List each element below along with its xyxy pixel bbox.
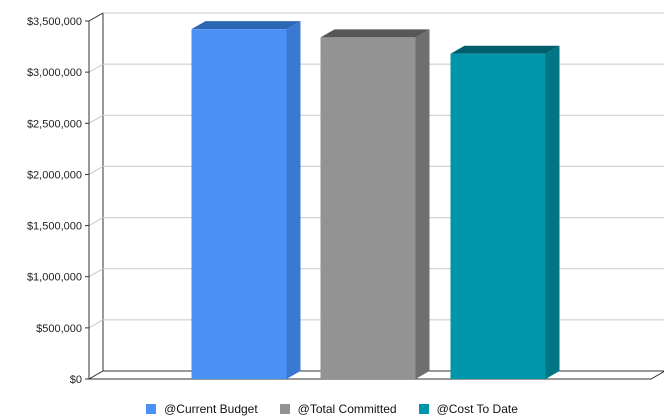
bar-cost-to-date bbox=[450, 53, 546, 379]
legend: @Current Budget @Total Committed @Cost T… bbox=[0, 399, 664, 419]
y-tick-label-0: $0 bbox=[70, 374, 82, 386]
gridline-side-2 bbox=[88, 268, 104, 278]
gridline-side-1 bbox=[88, 319, 104, 329]
bar-side-current-budget bbox=[286, 21, 301, 379]
legend-swatch-cost-to-date bbox=[418, 404, 429, 414]
y-tick-label-5: $2,500,000 bbox=[27, 118, 82, 130]
legend-item-current-budget: @Current Budget bbox=[146, 402, 258, 416]
gridline-side-3 bbox=[88, 217, 104, 227]
chart-plot: $0 $500,000 $1,000,000 $1,500,000 $2,000,000… bbox=[27, 12, 664, 386]
legend-item-total-committed: @Total Committed bbox=[279, 402, 397, 416]
y-tick-label-4: $2,000,000 bbox=[27, 169, 82, 181]
legend-swatch-current-budget bbox=[146, 404, 157, 414]
gridline-side-6 bbox=[88, 63, 104, 73]
bar-top-cost-to-date bbox=[450, 45, 560, 54]
bar-total-committed bbox=[320, 37, 416, 379]
y-tick-label-3: $1,500,000 bbox=[27, 221, 82, 233]
bar-side-total-committed bbox=[415, 29, 430, 379]
y-tick-label-2: $1,000,000 bbox=[27, 272, 82, 284]
bar-current-budget bbox=[191, 29, 287, 379]
legend-item-cost-to-date: @Cost To Date bbox=[418, 402, 518, 416]
legend-label-current-budget: @Current Budget bbox=[164, 402, 258, 416]
legend-swatch-total-committed bbox=[279, 404, 290, 414]
y-tick-label-1: $500,000 bbox=[36, 323, 82, 335]
bar-top-total-committed bbox=[320, 29, 430, 38]
y-tick-label-6: $3,000,000 bbox=[27, 67, 82, 79]
legend-label-cost-to-date: @Cost To Date bbox=[436, 402, 518, 416]
y-tick-label-7: $3,500,000 bbox=[27, 16, 82, 28]
bar-top-current-budget bbox=[191, 21, 301, 30]
bar-side-cost-to-date bbox=[545, 45, 560, 379]
gridline-side-4 bbox=[88, 165, 104, 175]
legend-label-total-committed: @Total Committed bbox=[297, 402, 397, 416]
left-wall-top-edge bbox=[88, 12, 104, 22]
gridline-side-5 bbox=[88, 114, 104, 124]
